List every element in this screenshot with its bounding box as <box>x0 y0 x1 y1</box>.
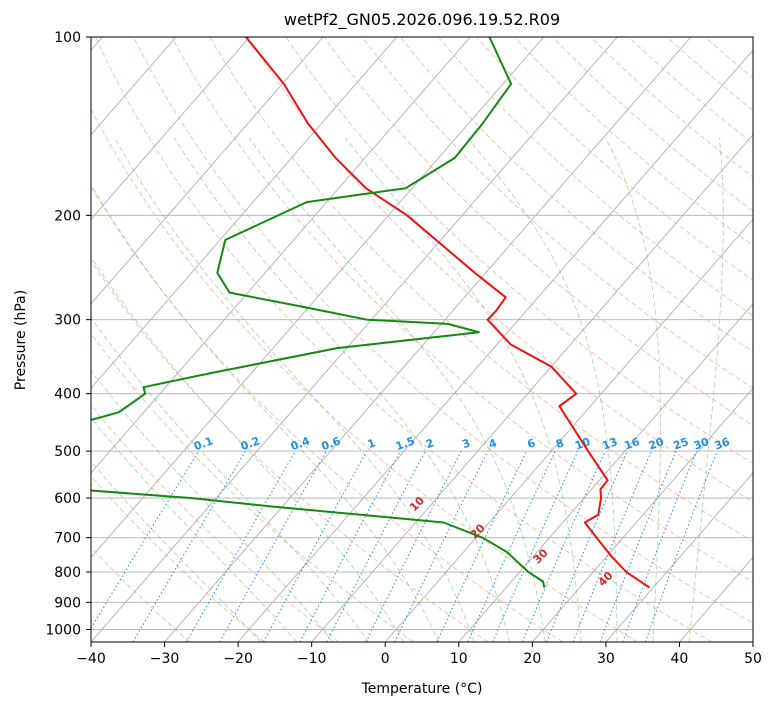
x-tick-label: −10 <box>297 651 327 667</box>
y-tick-label: 300 <box>54 313 81 329</box>
y-tick-label: 800 <box>54 565 81 581</box>
y-tick-label: 900 <box>54 595 81 611</box>
x-tick-label: −20 <box>223 651 253 667</box>
chart-title: wetPf2_GN05.2026.096.19.52.R09 <box>284 10 560 30</box>
x-tick-label: 10 <box>450 651 468 667</box>
skewt-chart: 0.1 0.2 0.4 0.6 1 1.5 2 3 4 6 8 10 13 16 20 25 30 3610203… <box>0 0 775 708</box>
x-tick-label: 50 <box>744 651 762 667</box>
y-tick-label: 500 <box>54 444 81 460</box>
x-tick-label: 30 <box>597 651 615 667</box>
y-axis-label: Pressure (hPa) <box>13 290 29 390</box>
y-tick-label: 1000 <box>45 622 81 638</box>
y-tick-label: 600 <box>54 491 81 507</box>
x-axis-label: Temperature (°C) <box>361 681 483 697</box>
x-tick-label: 0 <box>381 651 390 667</box>
x-tick-label: −40 <box>76 651 106 667</box>
x-tick-label: 40 <box>671 651 689 667</box>
y-tick-label: 200 <box>54 208 81 224</box>
y-tick-label: 400 <box>54 387 81 403</box>
y-tick-label: 100 <box>54 30 81 46</box>
y-tick-label: 700 <box>54 531 81 547</box>
x-tick-label: −30 <box>150 651 180 667</box>
x-tick-label: 20 <box>523 651 541 667</box>
